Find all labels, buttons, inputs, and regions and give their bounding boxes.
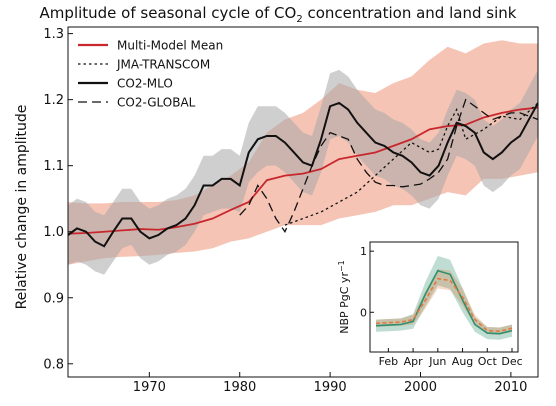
inset-band bbox=[376, 256, 512, 340]
series-line-co2-mlo bbox=[68, 101, 538, 248]
inset-x-tick-label: Aug bbox=[452, 355, 473, 368]
y-tick-label: 1.1 bbox=[43, 159, 64, 174]
plot-area bbox=[68, 40, 538, 275]
inset-series-line bbox=[375, 277, 513, 333]
inset-band bbox=[376, 268, 512, 335]
inset-frame bbox=[369, 241, 519, 353]
x-tick-label: 2010 bbox=[494, 380, 527, 395]
x-tick-label: 2000 bbox=[404, 380, 437, 395]
legend-label: CO2-GLOBAL bbox=[117, 96, 196, 110]
x-tick-label: 1970 bbox=[133, 380, 166, 395]
series-line-multi-model-mean bbox=[68, 106, 538, 235]
inset-y-tick-label: 0 bbox=[360, 306, 367, 319]
x-tick-label: 1980 bbox=[223, 380, 256, 395]
inset-x-tick-label: Dec bbox=[501, 355, 522, 368]
y-axis-label: Relative change in amplitude bbox=[14, 105, 30, 310]
y-tick-label: 0.9 bbox=[43, 291, 64, 306]
legend-label: JMA-TRANSCOM bbox=[116, 58, 210, 72]
series-line-jma-transcom bbox=[284, 102, 538, 226]
mlo-uncertainty-band bbox=[68, 69, 538, 275]
y-tick-label: 1.3 bbox=[43, 27, 64, 42]
inset-x-tick-label: Jun bbox=[428, 355, 446, 368]
y-tick-label: 1.2 bbox=[43, 93, 64, 108]
inset-x-tick-label: Apr bbox=[404, 355, 424, 368]
x-tick-label: 1990 bbox=[314, 380, 347, 395]
inset-x-tick-label: Feb bbox=[379, 355, 398, 368]
y-tick-label: 1.0 bbox=[43, 225, 64, 240]
legend-label: CO2-MLO bbox=[117, 77, 173, 91]
inset-x-tick-label: Oct bbox=[478, 355, 498, 368]
inset-y-axis-label: NBP PgC yr−1 bbox=[337, 260, 351, 334]
series-line-co2-global bbox=[239, 98, 538, 234]
y-tick-label: 0.8 bbox=[43, 357, 64, 372]
plot-frame bbox=[67, 26, 539, 378]
inset-y-tick-label: 1 bbox=[360, 245, 367, 258]
legend-label: Multi-Model Mean bbox=[117, 39, 223, 53]
inset-series-line bbox=[375, 269, 513, 335]
chart-title: Amplitude of seasonal cycle of CO2 conce… bbox=[40, 4, 517, 25]
legend: Multi-Model Mean JMA-TRANSCOM CO2-MLO CO2-G… bbox=[78, 39, 223, 110]
